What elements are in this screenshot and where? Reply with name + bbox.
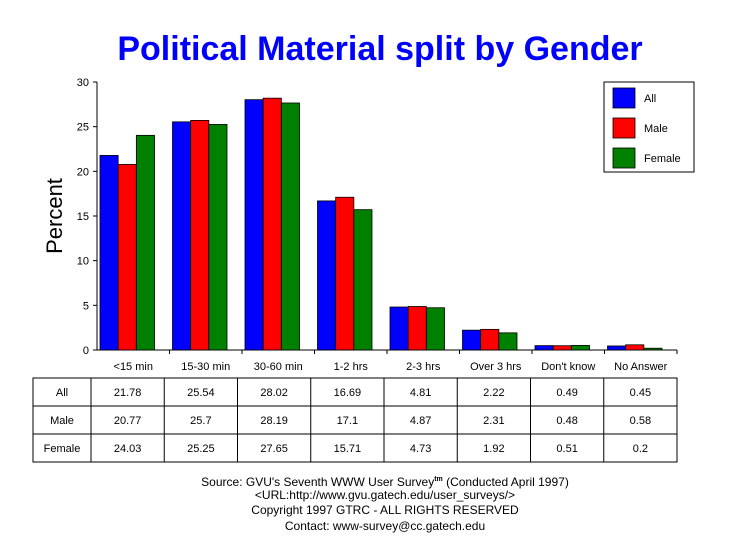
x-tick-label: No Answer xyxy=(614,361,668,373)
table-cell: 17.1 xyxy=(337,415,358,427)
table-cell: 2.22 xyxy=(483,387,504,399)
legend-label: Male xyxy=(644,123,668,135)
table-cell: 1.92 xyxy=(483,443,504,455)
bar-male xyxy=(117,164,137,351)
y-tick-label: 10 xyxy=(77,256,89,268)
y-tick-label: 5 xyxy=(83,300,89,312)
table-cell: 4.73 xyxy=(410,443,431,455)
table-cell: 25.25 xyxy=(187,443,215,455)
table-cell: 2.31 xyxy=(483,415,504,427)
bar-female xyxy=(570,345,590,351)
y-tick-label: 25 xyxy=(77,122,89,134)
bar-female xyxy=(498,332,518,351)
table-cell: 0.51 xyxy=(556,443,577,455)
bar-all xyxy=(534,345,554,351)
y-tick-label: 30 xyxy=(77,77,89,89)
table-cell: 28.19 xyxy=(260,415,288,427)
table-cell: 4.81 xyxy=(410,387,431,399)
bar-all xyxy=(172,121,192,351)
bar-female xyxy=(425,307,445,351)
table-cell: 21.78 xyxy=(114,387,142,399)
bar-all xyxy=(462,329,482,351)
bar-female xyxy=(135,134,155,351)
legend-swatch-female xyxy=(612,147,636,169)
y-tick-label: 15 xyxy=(77,211,89,223)
bar-male xyxy=(407,306,427,351)
footer-copyright: Copyright 1997 GTRC - ALL RIGHTS RESERVE… xyxy=(251,503,519,517)
table-cell: 0.49 xyxy=(556,387,577,399)
bar-all xyxy=(244,99,264,351)
table-row-header: Female xyxy=(44,443,81,455)
bar-all xyxy=(99,155,119,351)
y-axis-label: Percent xyxy=(42,178,67,254)
table-cell: 0.2 xyxy=(633,443,648,455)
table-row-header: All xyxy=(56,387,68,399)
y-tick-label: 0 xyxy=(83,345,89,357)
table-cell: 16.69 xyxy=(334,387,362,399)
bar-female xyxy=(208,124,228,351)
table-cell: 0.58 xyxy=(630,415,651,427)
table-border xyxy=(32,377,678,463)
x-tick-label: 1-2 hrs xyxy=(334,361,369,373)
footer-source: Source: GVU's Seventh WWW User Surveytm … xyxy=(201,475,569,489)
table-cell: 15.71 xyxy=(334,443,362,455)
x-tick-label: Over 3 hrs xyxy=(470,361,522,373)
table-cell: 25.54 xyxy=(187,387,215,399)
x-tick-label: <15 min xyxy=(114,361,153,373)
table-cell: 0.45 xyxy=(630,387,651,399)
y-tick-label: 20 xyxy=(77,166,89,178)
table-cell: 27.65 xyxy=(260,443,288,455)
bar-female xyxy=(643,347,663,351)
bar-all xyxy=(389,306,409,351)
table-cell: 28.02 xyxy=(260,387,288,399)
legend-swatch-all xyxy=(612,87,636,109)
chart-title: Political Material split by Gender xyxy=(117,30,642,68)
x-tick-label: Don't know xyxy=(541,361,595,373)
bar-female xyxy=(280,102,300,351)
legend-swatch-male xyxy=(612,117,636,139)
bar-male xyxy=(190,120,210,351)
x-tick-label: 2-3 hrs xyxy=(406,361,441,373)
legend-label: Female xyxy=(644,153,681,165)
bar-male xyxy=(625,344,645,351)
bar-all xyxy=(317,200,337,351)
footer-url: <URL:http://www.gvu.gatech.edu/user_surv… xyxy=(255,488,515,502)
x-tick-label: 15-30 min xyxy=(181,361,230,373)
table-cell: 24.03 xyxy=(114,443,142,455)
bar-female xyxy=(353,209,373,351)
bar-male xyxy=(262,97,282,351)
table-cell: 20.77 xyxy=(114,415,142,427)
table-cell: 4.87 xyxy=(410,415,431,427)
bar-male xyxy=(335,196,355,351)
table-cell: 25.7 xyxy=(190,415,211,427)
bar-all xyxy=(607,345,627,351)
bar-male xyxy=(552,345,572,351)
table-row-header: Male xyxy=(50,415,74,427)
bar-male xyxy=(480,328,500,351)
x-tick-label: 30-60 min xyxy=(254,361,303,373)
legend-label: All xyxy=(644,93,656,105)
footer-contact: Contact: www-survey@cc.gatech.edu xyxy=(285,519,485,533)
table-cell: 0.48 xyxy=(556,415,577,427)
